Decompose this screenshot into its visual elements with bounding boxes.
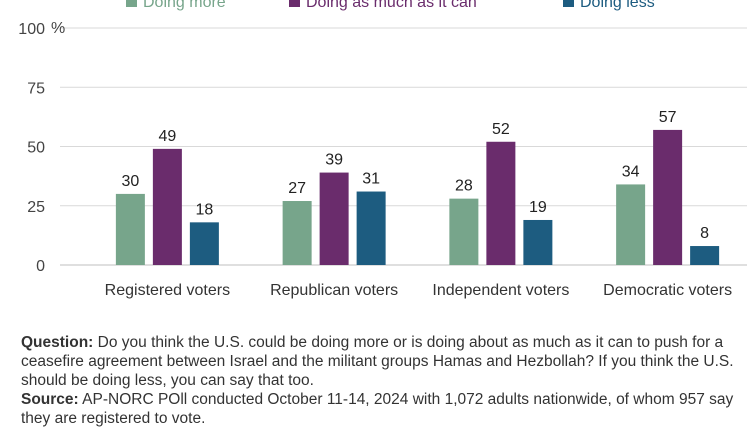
data-labels: 30 49 18 27 39 31 28 52 19 34 57 8 <box>121 109 709 242</box>
bar <box>152 148 182 265</box>
category-label: Democratic voters <box>603 282 732 299</box>
y-tick-label: 100 <box>18 21 45 38</box>
data-label: 8 <box>700 225 709 242</box>
question-text: Do you think the U.S. could be doing mor… <box>21 334 734 389</box>
legend-item: Doing as much as it can <box>289 0 477 11</box>
bar <box>115 193 145 265</box>
legend-item: Doing more <box>126 0 226 11</box>
data-label: 27 <box>288 180 306 197</box>
legend-swatch <box>563 0 574 7</box>
bar <box>486 141 516 265</box>
y-axis-ticks: 0 25 50 75 100 <box>18 21 45 275</box>
legend: Doing more Doing as much as it can Doing l… <box>126 0 655 11</box>
source-text: AP-NORC POll conducted October 11-14, 20… <box>21 391 734 427</box>
data-label: 19 <box>529 199 547 216</box>
category-labels: Registered voters Republican voters Indepe… <box>105 282 732 299</box>
data-label: 34 <box>622 163 640 180</box>
source-label: Source: <box>21 391 79 408</box>
bar-chart: Doing more Doing as much as it can Doing l… <box>18 0 747 299</box>
category-label: Republican voters <box>270 282 398 299</box>
data-label: 39 <box>325 152 343 169</box>
bar <box>319 172 349 265</box>
bar <box>282 201 312 265</box>
legend-label: Doing less <box>580 0 655 11</box>
bar <box>189 222 219 265</box>
data-label: 31 <box>362 171 380 188</box>
bar <box>616 184 646 265</box>
data-label: 57 <box>659 109 677 126</box>
legend-swatch <box>126 0 137 7</box>
y-tick-label: 75 <box>27 80 45 97</box>
data-label: 52 <box>492 121 510 138</box>
y-tick-label: 0 <box>36 258 45 275</box>
legend-item: Doing less <box>563 0 655 11</box>
data-label: 49 <box>158 128 176 145</box>
bar <box>449 198 479 265</box>
question-note: Question: Do you think the U.S. could be… <box>21 333 736 390</box>
y-axis-unit: % <box>51 20 65 37</box>
data-label: 18 <box>195 201 213 218</box>
legend-label: Doing more <box>143 0 226 11</box>
bars <box>115 129 720 265</box>
y-tick-label: 25 <box>27 199 45 216</box>
data-label: 28 <box>455 178 473 195</box>
bar <box>690 246 720 265</box>
chart-notes: Question: Do you think the U.S. could be… <box>21 333 736 428</box>
legend-swatch <box>289 0 300 7</box>
data-label: 30 <box>121 173 139 190</box>
question-label: Question: <box>21 334 94 351</box>
legend-label: Doing as much as it can <box>306 0 477 11</box>
bar <box>356 191 386 265</box>
y-tick-label: 50 <box>27 140 45 157</box>
source-note: Source: AP-NORC POll conducted October 1… <box>21 390 736 428</box>
category-label: Independent voters <box>432 282 569 299</box>
bar <box>523 219 553 265</box>
category-label: Registered voters <box>105 282 230 299</box>
bar <box>653 129 683 265</box>
